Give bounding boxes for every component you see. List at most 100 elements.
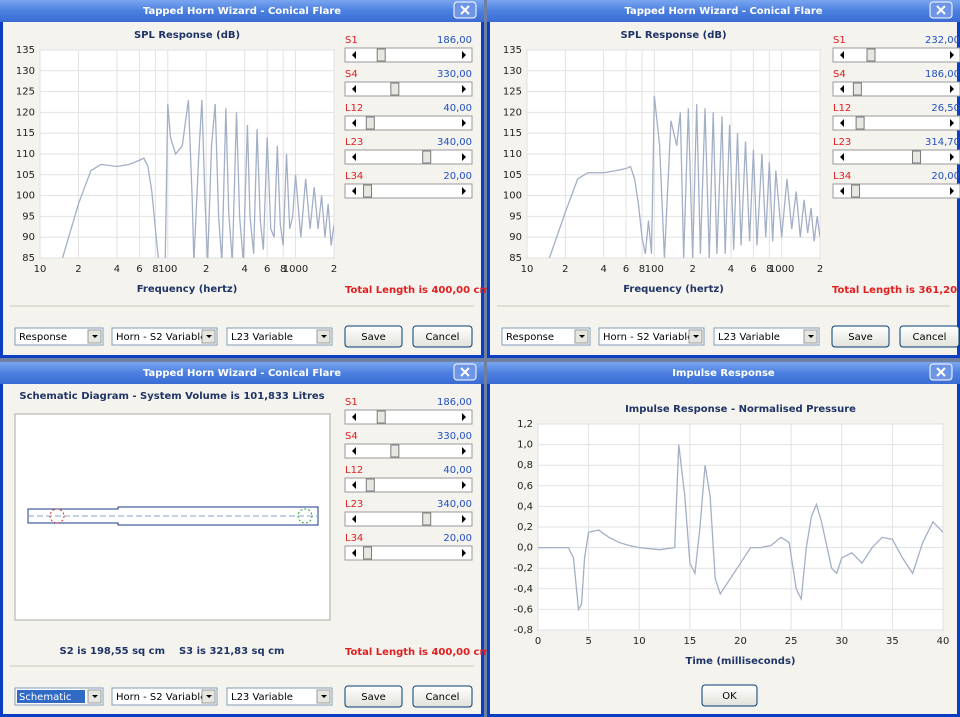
dropdown[interactable] <box>111 687 218 706</box>
y-tick-label: 0,4 <box>517 501 533 512</box>
slider-track[interactable] <box>344 47 473 63</box>
slider-track[interactable] <box>832 115 960 131</box>
slider-label: S1 <box>345 397 358 408</box>
slider-thumb[interactable] <box>390 444 400 458</box>
dropdown[interactable] <box>14 327 104 346</box>
slider-thumb[interactable] <box>866 48 876 62</box>
slider-label: L23 <box>833 137 851 148</box>
y-tick-label: 110 <box>16 149 35 160</box>
dropdown[interactable] <box>501 327 591 346</box>
dropdown-arrow <box>92 695 98 698</box>
x-tick-label: 10 <box>633 636 646 647</box>
dropdown-label: L23 Variable <box>231 332 293 343</box>
slider-thumb[interactable] <box>422 512 432 526</box>
button[interactable] <box>831 325 890 348</box>
slider-track[interactable] <box>344 81 473 97</box>
slider-value: 40,00 <box>443 103 472 114</box>
slider-label: L34 <box>345 171 363 182</box>
slider-track[interactable] <box>344 149 473 165</box>
slider-label: S1 <box>833 35 846 46</box>
dropdown[interactable] <box>111 327 218 346</box>
slider-track[interactable] <box>344 511 473 527</box>
slider-thumb[interactable] <box>363 184 373 198</box>
button[interactable] <box>344 685 403 708</box>
button[interactable] <box>344 325 403 348</box>
slider-left-arrow <box>352 413 356 421</box>
x-tick-label: 4 <box>114 264 120 275</box>
slider-thumb[interactable] <box>422 150 432 164</box>
slider-value: 26,50 <box>931 103 960 114</box>
slider-right-arrow <box>950 85 954 93</box>
slider-track[interactable] <box>832 81 960 97</box>
slider-value: 186,00 <box>437 35 472 46</box>
window: Tapped Horn Wizard - Conical Flare Schema… <box>0 362 490 717</box>
dropdown-arrow <box>321 695 327 698</box>
slider-track[interactable] <box>832 149 960 165</box>
button[interactable] <box>701 684 758 707</box>
x-tick-label: 4 <box>242 264 248 275</box>
x-tick-label: 2 <box>689 264 695 275</box>
total-length: Total Length is 361,20 cm <box>832 285 960 296</box>
window: Tapped Horn Wizard - Conical Flare SPL Re… <box>487 0 960 358</box>
dropdown-label: Response <box>19 332 67 343</box>
slider-thumb[interactable] <box>851 184 861 198</box>
button[interactable] <box>899 325 960 348</box>
slider-thumb[interactable] <box>852 82 862 96</box>
slider-label: L12 <box>345 465 363 476</box>
slider-thumb[interactable] <box>376 48 386 62</box>
window-title: Tapped Horn Wizard - Conical Flare <box>624 6 822 17</box>
slider-label: L34 <box>833 171 851 182</box>
y-tick-label: 0,0 <box>517 543 533 554</box>
total-length: Total Length is 400,00 cm <box>345 285 490 296</box>
x-tick-label: 40 <box>937 636 950 647</box>
slider-track[interactable] <box>344 545 473 561</box>
window-title: Tapped Horn Wizard - Conical Flare <box>143 368 341 379</box>
slider-thumb[interactable] <box>365 116 375 130</box>
slider-left-arrow <box>840 51 844 59</box>
y-tick-label: 105 <box>503 170 522 181</box>
slider-track[interactable] <box>344 183 473 199</box>
y-tick-label: 120 <box>503 107 522 118</box>
slider-track[interactable] <box>344 115 473 131</box>
slider-label: L23 <box>345 137 363 148</box>
slider-left-arrow <box>352 153 356 161</box>
dropdown-arrow <box>206 695 212 698</box>
slider-left-arrow <box>352 481 356 489</box>
slider-thumb[interactable] <box>855 116 865 130</box>
slider-track[interactable] <box>832 183 960 199</box>
button-label: Save <box>361 692 386 703</box>
y-tick-label: 125 <box>503 87 522 98</box>
slider-track[interactable] <box>344 409 473 425</box>
slider-right-arrow <box>462 447 466 455</box>
x-tick-label: 35 <box>886 636 899 647</box>
slider-right-arrow <box>462 413 466 421</box>
slider-value: 330,00 <box>437 69 472 80</box>
x-tick-label: 8 <box>280 264 286 275</box>
dropdown[interactable] <box>713 327 820 346</box>
slider-left-arrow <box>352 51 356 59</box>
dropdown[interactable] <box>226 687 333 706</box>
dropdown[interactable] <box>226 327 333 346</box>
slider-thumb[interactable] <box>912 150 922 164</box>
slider-thumb[interactable] <box>365 478 375 492</box>
slider-thumb[interactable] <box>390 82 400 96</box>
slider-label: L23 <box>345 499 363 510</box>
slider-right-arrow <box>462 481 466 489</box>
diagram-title: Schematic Diagram - System Volume is 101… <box>19 391 324 402</box>
slider-track[interactable] <box>344 477 473 493</box>
slider-value: 232,00 <box>925 35 960 46</box>
dropdown-label: L23 Variable <box>231 692 293 703</box>
slider-track[interactable] <box>344 443 473 459</box>
x-tick-label: 10 <box>34 264 47 275</box>
slider-track[interactable] <box>832 47 960 63</box>
button[interactable] <box>412 685 473 708</box>
slider-left-arrow <box>352 187 356 195</box>
button[interactable] <box>412 325 473 348</box>
dropdown[interactable] <box>598 327 705 346</box>
slider-left-arrow <box>840 119 844 127</box>
y-tick-label: 90 <box>509 232 522 243</box>
slider-thumb[interactable] <box>376 410 386 424</box>
slider-value: 186,00 <box>437 397 472 408</box>
slider-thumb[interactable] <box>363 546 373 560</box>
